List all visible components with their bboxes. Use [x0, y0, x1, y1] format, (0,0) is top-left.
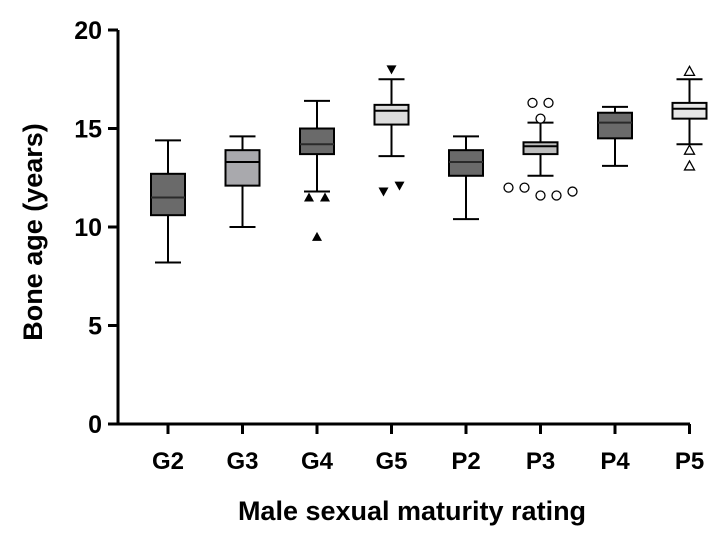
box-g3	[224, 135, 261, 228]
outlier-point	[394, 181, 405, 191]
box-iqr	[299, 127, 335, 156]
y-tick-label: 10	[74, 214, 102, 242]
outlier-point	[683, 143, 696, 155]
outlier-point	[543, 97, 554, 109]
plot-area	[150, 65, 708, 264]
y-axis: 0 5 10 15 20	[74, 17, 120, 439]
x-axis: G2 G3 G4 G5 P2 P3 P4 P5	[116, 422, 704, 475]
x-tick-label: P5	[675, 448, 704, 475]
box-g4	[299, 99, 335, 241]
box-iqr	[522, 141, 559, 156]
y-tick-label: 20	[74, 17, 102, 45]
x-tick-label: G2	[152, 448, 184, 475]
outlier-point	[535, 113, 546, 124]
x-tick-label: G4	[301, 448, 334, 475]
box-iqr	[597, 111, 633, 140]
box-g2	[150, 139, 186, 264]
box-iqr	[224, 149, 261, 187]
y-tick-label: 15	[74, 116, 102, 144]
outlier-point	[519, 182, 530, 193]
box-p3	[503, 97, 578, 201]
x-tick-label: G5	[375, 448, 407, 475]
box-iqr	[373, 103, 410, 126]
outlier-point	[378, 187, 389, 197]
x-tick-label: P2	[451, 448, 480, 475]
box-iqr	[150, 172, 186, 217]
y-axis-title: Bone age (years)	[18, 123, 48, 341]
y-tick-label: 0	[88, 411, 102, 439]
x-tick-label: G3	[226, 448, 258, 475]
outlier-point	[386, 65, 397, 75]
outlier-point	[683, 65, 696, 77]
box-p5	[671, 65, 708, 171]
outlier-point	[304, 192, 314, 202]
outlier-point	[683, 159, 696, 171]
y-tick-label: 5	[88, 313, 102, 341]
box-g5	[373, 65, 410, 197]
outlier-point	[551, 190, 562, 201]
outlier-point	[503, 182, 514, 193]
box-p2	[448, 135, 484, 221]
x-tick-label: P3	[526, 448, 555, 475]
outlier-point	[312, 231, 322, 241]
x-tick-label: P4	[600, 448, 630, 475]
x-axis-title: Male sexual maturity rating	[238, 496, 586, 526]
box-p4	[597, 105, 633, 167]
outlier-point	[320, 192, 330, 202]
outlier-point	[527, 97, 538, 109]
box-iqr	[671, 101, 708, 120]
outlier-point	[535, 190, 546, 201]
outlier-point	[567, 186, 578, 197]
